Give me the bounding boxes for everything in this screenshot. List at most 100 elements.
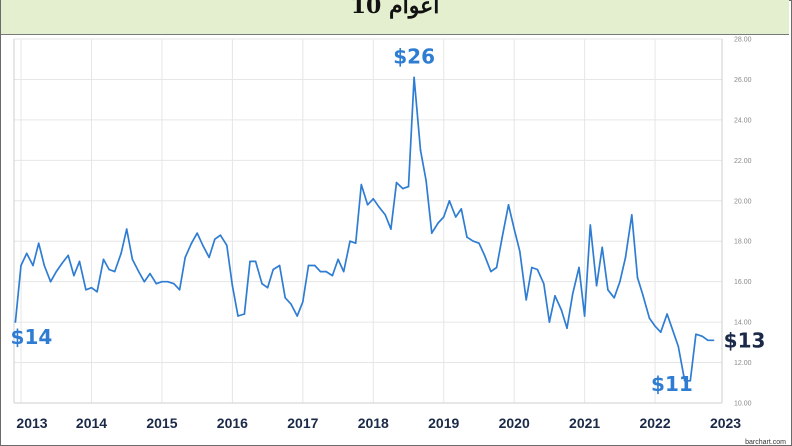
data-point <box>683 379 686 382</box>
data-point <box>437 222 439 224</box>
data-point <box>243 313 246 315</box>
data-point <box>143 280 146 283</box>
data-point <box>284 297 287 299</box>
x-tick-label: 2021 <box>569 415 600 431</box>
y-tick-label: 20.00 <box>734 198 752 205</box>
x-tick-label: 2023 <box>710 415 741 431</box>
x-tick-label: 2014 <box>76 415 107 431</box>
chart-title: 10 أعوام <box>350 0 440 19</box>
data-point <box>571 293 574 295</box>
data-point <box>278 264 281 267</box>
data-point <box>454 216 457 218</box>
data-point <box>49 280 52 283</box>
data-point <box>290 303 292 305</box>
data-point <box>325 270 327 273</box>
data-point <box>530 266 533 269</box>
data-point <box>166 280 169 283</box>
data-point <box>307 264 310 267</box>
data-point <box>513 228 515 230</box>
data-point <box>360 183 363 186</box>
data-point <box>314 264 316 267</box>
data-point <box>425 179 427 182</box>
data-point <box>131 258 134 261</box>
x-tick-label: 2015 <box>146 415 177 431</box>
data-point <box>578 266 580 269</box>
data-point <box>108 268 110 271</box>
source-label: barchart.com <box>745 439 786 446</box>
x-tick-label: 2022 <box>639 415 670 431</box>
callout-label: $13 <box>724 328 766 352</box>
data-point <box>266 286 269 289</box>
data-point <box>137 270 140 273</box>
data-point <box>607 288 609 291</box>
data-point <box>155 282 158 285</box>
data-point <box>483 254 486 257</box>
data-point <box>149 272 151 275</box>
data-point <box>319 270 322 273</box>
y-tick-label: 22.00 <box>734 158 752 165</box>
data-point <box>619 280 621 283</box>
y-tick-label: 14.00 <box>734 320 752 327</box>
data-point <box>642 295 644 297</box>
data-point <box>407 185 410 188</box>
y-tick-label: 28.00 <box>734 37 752 44</box>
data-point <box>448 199 451 202</box>
data-point <box>196 232 198 234</box>
y-tick-label: 26.00 <box>734 77 752 84</box>
data-point <box>466 236 468 238</box>
x-tick-label: 2017 <box>287 415 318 431</box>
data-point <box>173 282 175 285</box>
data-point <box>219 234 222 236</box>
x-tick-label: 2019 <box>428 415 459 431</box>
data-point <box>249 260 251 263</box>
x-tick-label: 2020 <box>499 415 530 431</box>
data-point <box>413 76 415 79</box>
y-tick-label: 24.00 <box>734 117 752 124</box>
data-point <box>85 288 87 291</box>
data-point <box>342 270 345 273</box>
data-point <box>78 260 81 263</box>
price-series-line <box>14 76 714 382</box>
data-point <box>501 236 504 238</box>
data-point <box>701 335 704 338</box>
data-point <box>349 240 351 243</box>
data-point <box>472 240 475 243</box>
data-point <box>231 284 234 287</box>
data-point <box>430 232 433 234</box>
data-point <box>102 258 105 261</box>
data-point <box>671 329 674 332</box>
data-point <box>689 379 692 382</box>
data-point <box>225 244 228 247</box>
data-point <box>366 204 369 206</box>
data-point <box>695 333 697 336</box>
data-point <box>654 325 656 327</box>
data-point <box>25 252 28 255</box>
data-point <box>261 282 263 285</box>
data-point <box>90 286 93 289</box>
data-point <box>32 264 34 267</box>
data-point <box>202 244 204 247</box>
callout-label: $14 <box>11 325 53 349</box>
data-point <box>677 345 680 348</box>
x-axis-ticks: 2013 2014 2015 2016 2017 2018 2019 2020 2021 2022… <box>16 415 741 431</box>
data-point <box>666 313 668 315</box>
data-point <box>554 295 556 297</box>
data-point <box>378 206 380 208</box>
data-point <box>613 297 616 299</box>
callouts: $14 $26 $11 $13 <box>11 44 766 395</box>
data-point <box>254 260 257 263</box>
data-point <box>73 274 75 277</box>
data-point <box>519 250 521 253</box>
data-point <box>372 197 375 200</box>
data-point <box>96 290 98 293</box>
data-point <box>712 339 715 342</box>
data-point <box>302 301 304 303</box>
series-group <box>14 76 715 382</box>
data-point <box>67 254 70 257</box>
data-point <box>208 256 210 259</box>
data-point <box>14 321 17 323</box>
data-point <box>419 149 422 152</box>
data-point <box>237 315 239 317</box>
data-point <box>636 276 639 279</box>
